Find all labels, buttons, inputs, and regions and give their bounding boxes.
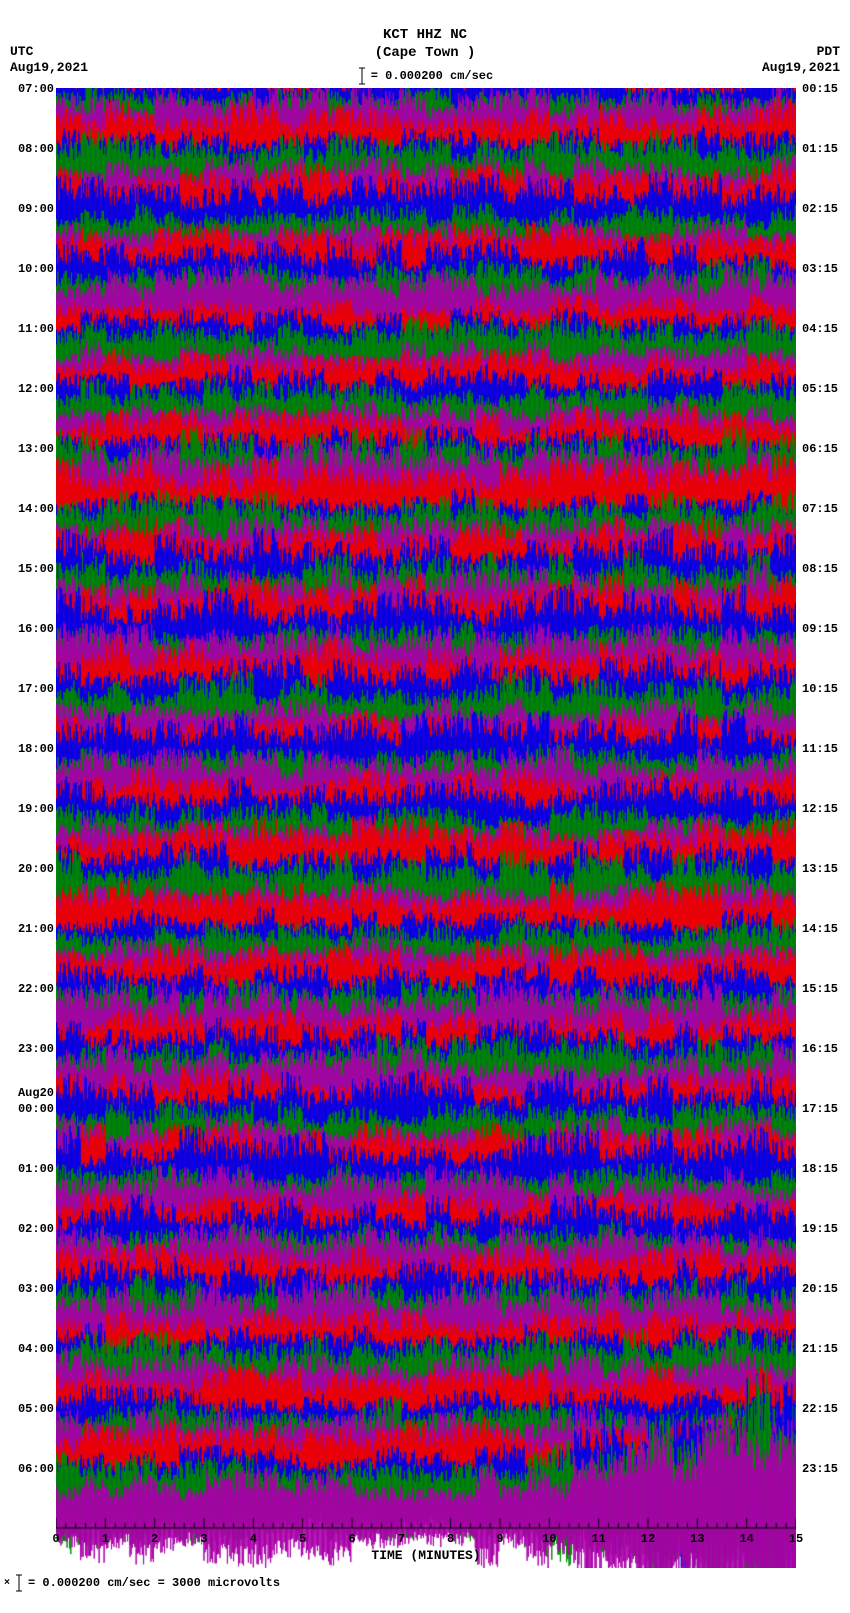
scale-bar-icon — [14, 1573, 24, 1593]
pdt-row-label: 09:15 — [802, 622, 838, 636]
x-tick-label: 1 — [102, 1532, 109, 1546]
scale-bar-icon — [357, 66, 367, 86]
pdt-row-label: 06:15 — [802, 442, 838, 456]
x-tick-label: 3 — [200, 1532, 207, 1546]
utc-row-label: 05:00 — [18, 1402, 54, 1416]
pdt-row-label: 11:15 — [802, 742, 838, 756]
pdt-row-label: 03:15 — [802, 262, 838, 276]
x-tick-label: 15 — [789, 1532, 803, 1546]
x-tick-label: 4 — [250, 1532, 257, 1546]
utc-row-label: 09:00 — [18, 202, 54, 216]
pdt-row-label: 00:15 — [802, 82, 838, 96]
footer-scale-text: = 0.000200 cm/sec = 3000 microvolts — [28, 1576, 280, 1590]
utc-row-label: 14:00 — [18, 502, 54, 516]
pdt-row-label: 18:15 — [802, 1162, 838, 1176]
pdt-row-label: 13:15 — [802, 862, 838, 876]
utc-row-label: 13:00 — [18, 442, 54, 456]
utc-row-label: 07:00 — [18, 82, 54, 96]
utc-row-label: 19:00 — [18, 802, 54, 816]
utc-row-label: 18:00 — [18, 742, 54, 756]
x-tick-label: 14 — [739, 1532, 753, 1546]
utc-row-label: 12:00 — [18, 382, 54, 396]
x-tick-label: 8 — [447, 1532, 454, 1546]
pdt-row-label: 15:15 — [802, 982, 838, 996]
pdt-row-label: 21:15 — [802, 1342, 838, 1356]
utc-row-label: 15:00 — [18, 562, 54, 576]
x-tick-label: 11 — [591, 1532, 605, 1546]
utc-row-label: 23:00 — [18, 1042, 54, 1056]
utc-row-label: 20:00 — [18, 862, 54, 876]
pdt-label: PDT — [762, 44, 840, 60]
x-tick-label: 5 — [299, 1532, 306, 1546]
pdt-row-label: 05:15 — [802, 382, 838, 396]
pdt-row-label: 12:15 — [802, 802, 838, 816]
utc-row-label: 00:00 — [18, 1102, 54, 1116]
utc-time-axis: 07:0008:0009:0010:0011:0012:0013:0014:00… — [6, 88, 54, 1528]
pdt-time-axis: 00:1501:1502:1503:1504:1505:1506:1507:15… — [802, 88, 846, 1528]
header-scale: = 0.000200 cm/sec — [0, 66, 850, 86]
pdt-row-label: 08:15 — [802, 562, 838, 576]
utc-row-label: 10:00 — [18, 262, 54, 276]
pdt-row-label: 23:15 — [802, 1462, 838, 1476]
helicorder-page: KCT HHZ NC (Cape Town ) UTC Aug19,2021 P… — [0, 0, 850, 1613]
location-title: (Cape Town ) — [0, 44, 850, 62]
pdt-row-label: 17:15 — [802, 1102, 838, 1116]
pdt-row-label: 10:15 — [802, 682, 838, 696]
pdt-row-label: 20:15 — [802, 1282, 838, 1296]
pdt-row-label: 14:15 — [802, 922, 838, 936]
x-axis-title: TIME (MINUTES) — [56, 1548, 796, 1563]
utc-row-label: 01:00 — [18, 1162, 54, 1176]
x-tick-label: 12 — [641, 1532, 655, 1546]
utc-row-label: 11:00 — [18, 322, 54, 336]
utc-row-label: 04:00 — [18, 1342, 54, 1356]
pdt-row-label: 16:15 — [802, 1042, 838, 1056]
x-tick-label: 0 — [52, 1532, 59, 1546]
pdt-row-label: 01:15 — [802, 142, 838, 156]
utc-row-label: 06:00 — [18, 1462, 54, 1476]
utc-row-label: 02:00 — [18, 1222, 54, 1236]
utc-row-label: 22:00 — [18, 982, 54, 996]
x-tick-label: 13 — [690, 1532, 704, 1546]
pdt-row-label: 02:15 — [802, 202, 838, 216]
utc-row-label: 21:00 — [18, 922, 54, 936]
station-title: KCT HHZ NC — [0, 26, 850, 44]
scale-text: = 0.000200 cm/sec — [371, 69, 493, 83]
utc-row-label: 16:00 — [18, 622, 54, 636]
pdt-row-label: 07:15 — [802, 502, 838, 516]
utc-row-label: 03:00 — [18, 1282, 54, 1296]
x-tick-label: 6 — [348, 1532, 355, 1546]
pdt-row-label: 04:15 — [802, 322, 838, 336]
midnight-date-label: Aug20 — [6, 1086, 54, 1100]
x-axis: TIME (MINUTES) 0123456789101112131415 — [56, 1528, 796, 1568]
utc-row-label: 08:00 — [18, 142, 54, 156]
footer-marker-icon: × — [4, 1578, 10, 1589]
x-tick-label: 9 — [496, 1532, 503, 1546]
helicorder-canvas — [56, 88, 796, 1568]
footer-scale: × = 0.000200 cm/sec = 3000 microvolts — [4, 1573, 280, 1593]
pdt-row-label: 22:15 — [802, 1402, 838, 1416]
utc-label: UTC — [10, 44, 88, 60]
utc-row-label: 17:00 — [18, 682, 54, 696]
x-tick-label: 2 — [151, 1532, 158, 1546]
x-tick-label: 7 — [398, 1532, 405, 1546]
x-tick-label: 10 — [542, 1532, 556, 1546]
pdt-row-label: 19:15 — [802, 1222, 838, 1236]
helicorder-plot — [56, 88, 796, 1528]
